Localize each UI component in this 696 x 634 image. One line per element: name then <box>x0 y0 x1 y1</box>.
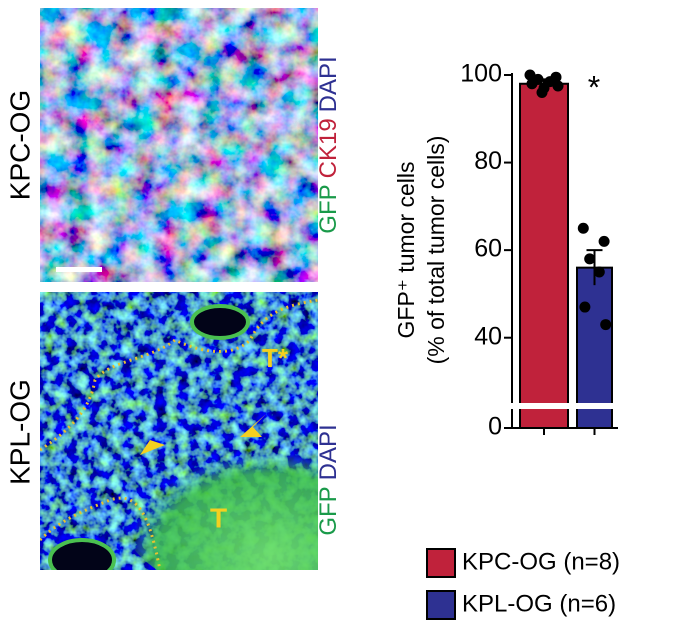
data-point <box>579 301 591 313</box>
channel-label: GFP CK19 DAPI <box>315 56 342 233</box>
annotation: T* <box>262 343 289 373</box>
data-point <box>552 80 564 92</box>
legend-swatch <box>426 590 456 620</box>
bar <box>519 82 569 430</box>
y-axis-label: GFP⁺ tumor cells (% of total tumor cells) <box>393 136 449 365</box>
y-tick-label: 100 <box>460 60 502 88</box>
row-label: KPL-OG <box>4 379 35 485</box>
legend-label: KPC-OG (n=8) <box>462 548 620 575</box>
axis-break <box>502 403 617 409</box>
channel-name: GFP <box>315 184 342 233</box>
scale-bar <box>56 267 102 272</box>
data-point <box>536 87 548 99</box>
data-point <box>584 253 596 265</box>
channel-name: DAPI <box>315 56 342 112</box>
arrowhead <box>140 425 165 455</box>
data-point <box>577 222 589 234</box>
legend-swatch <box>426 548 456 578</box>
data-point <box>600 319 612 331</box>
channel-name: DAPI <box>315 424 342 480</box>
data-point <box>598 235 610 247</box>
row-label: KPC-OG <box>4 90 35 200</box>
y-tick-label: 40 <box>474 322 502 350</box>
channel-name: CK19 <box>315 118 342 178</box>
y-tick-label: 0 <box>488 413 502 441</box>
y-axis-label-line: GFP⁺ tumor cells <box>393 161 419 338</box>
micrograph-kpc <box>40 8 318 282</box>
annotation: T <box>210 502 227 533</box>
channel-name: GFP <box>315 486 342 535</box>
data-point <box>593 266 605 278</box>
legend-label: KPL-OG (n=6) <box>462 590 616 617</box>
y-tick-label: 60 <box>474 235 502 263</box>
channel-label: GFP DAPI <box>315 424 342 535</box>
significance: * <box>588 69 600 105</box>
y-tick-label: 80 <box>474 147 502 175</box>
micrograph-kpl: T* T <box>40 292 318 570</box>
data-point <box>526 78 538 90</box>
arrowhead <box>240 414 266 437</box>
y-axis-label-line: (% of total tumor cells) <box>423 136 449 365</box>
